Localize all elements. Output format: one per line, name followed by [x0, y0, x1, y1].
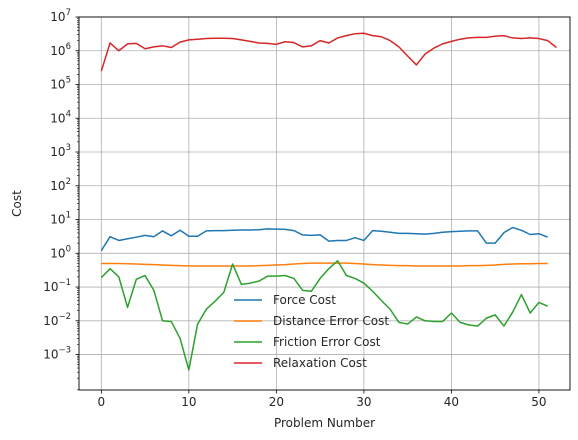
- y-tick-exponent: 5: [66, 76, 71, 86]
- x-tick-label: 20: [269, 395, 284, 409]
- y-tick-label: 105: [50, 76, 71, 92]
- y-tick-exponent: −1: [58, 278, 71, 288]
- legend: Force Cost Distance Error Cost Friction Er…: [234, 293, 389, 370]
- y-tick-label: 106: [50, 42, 71, 58]
- y-tick-label: 104: [50, 109, 71, 125]
- y-tick-exponent: 4: [66, 109, 71, 119]
- y-tick-label: 10−1: [43, 278, 71, 294]
- legend-label: Relaxation Cost: [273, 356, 367, 370]
- legend-label: Friction Error Cost: [273, 335, 381, 349]
- y-tick-exponent: 0: [66, 244, 71, 254]
- legend-label: Force Cost: [273, 293, 336, 307]
- y-tick-base: 10: [43, 348, 58, 362]
- x-tick-label: 50: [531, 395, 546, 409]
- y-tick-exponent: −3: [58, 346, 71, 356]
- y-tick-exponent: 7: [66, 8, 71, 18]
- y-tick-base: 10: [50, 213, 65, 227]
- y-tick-base: 10: [50, 44, 65, 58]
- y-tick-base: 10: [50, 179, 65, 193]
- y-tick-base: 10: [50, 246, 65, 260]
- y-tick-exponent: 1: [66, 211, 71, 221]
- y-tick-label: 100: [50, 244, 71, 260]
- y-tick-base: 10: [50, 145, 65, 159]
- y-tick-exponent: 6: [66, 42, 71, 52]
- y-tick-label: 107: [50, 8, 71, 24]
- x-axis-ticks: 0 10 20 30 40 50: [97, 390, 547, 409]
- y-tick-label: 10−2: [43, 312, 71, 328]
- legend-label: Distance Error Cost: [273, 314, 389, 328]
- y-tick-base: 10: [43, 314, 58, 328]
- x-tick-label: 40: [444, 395, 459, 409]
- y-tick-label: 101: [50, 211, 71, 227]
- series-line-force-cost: [100, 226, 548, 252]
- y-tick-label: 103: [50, 143, 71, 159]
- y-axis-title: Cost: [10, 190, 24, 217]
- y-tick-exponent: 2: [66, 177, 71, 187]
- x-axis-title: Problem Number: [274, 416, 375, 430]
- y-tick-label: 10−3: [43, 346, 71, 362]
- y-tick-base: 10: [50, 111, 65, 125]
- y-tick-exponent: 3: [66, 143, 71, 153]
- y-tick-base: 10: [50, 10, 65, 24]
- x-tick-label: 30: [356, 395, 371, 409]
- y-tick-base: 10: [50, 78, 65, 92]
- series-line-friction-error-cost: [100, 260, 548, 371]
- series-line-distance-error-cost: [101, 262, 548, 267]
- y-tick-label: 102: [50, 177, 71, 193]
- x-tick-label: 10: [181, 395, 196, 409]
- y-tick-base: 10: [43, 280, 58, 294]
- series-line-relaxation-cost: [100, 32, 557, 72]
- series-lines: [100, 32, 557, 371]
- y-tick-exponent: −2: [58, 312, 71, 322]
- x-tick-label: 0: [97, 395, 105, 409]
